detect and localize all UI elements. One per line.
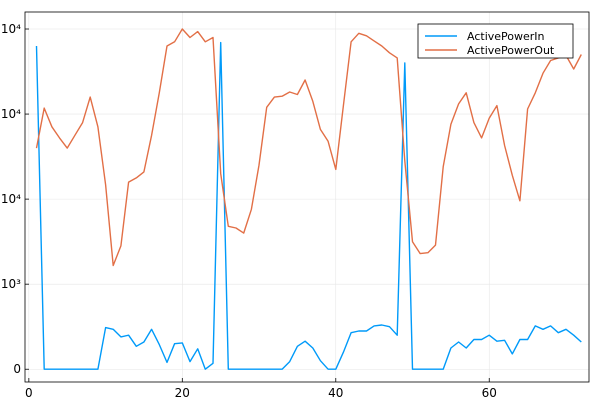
legend-label-activepowerout: ActivePowerOut <box>467 44 555 57</box>
series-line-activepowerin <box>35 41 582 370</box>
x-tick-label: 20 <box>175 386 190 400</box>
y-tick-label: 0 <box>13 362 21 376</box>
plot-frame <box>24 11 590 383</box>
y-tick-label: 10⁴ <box>1 22 21 36</box>
y-tick-label: 10⁴ <box>1 192 21 206</box>
y-tick-label: 10³ <box>1 277 21 291</box>
y-tick-label: 10⁴ <box>1 107 21 121</box>
grid <box>25 12 589 382</box>
x-tick-label: 0 <box>25 386 33 400</box>
legend-box <box>417 23 574 59</box>
series-lines <box>35 28 582 370</box>
axis-ticks: 0 20 40 60 0 10³ 10⁴ 10⁴ 10⁴ <box>1 22 497 400</box>
series-line-activepowerout <box>35 28 582 267</box>
x-tick-label: 40 <box>328 386 343 400</box>
legend-label-activepowerin: ActivePowerIn <box>467 30 545 43</box>
legend: ActivePowerIn ActivePowerOut <box>417 23 574 59</box>
x-tick-label: 60 <box>482 386 497 400</box>
